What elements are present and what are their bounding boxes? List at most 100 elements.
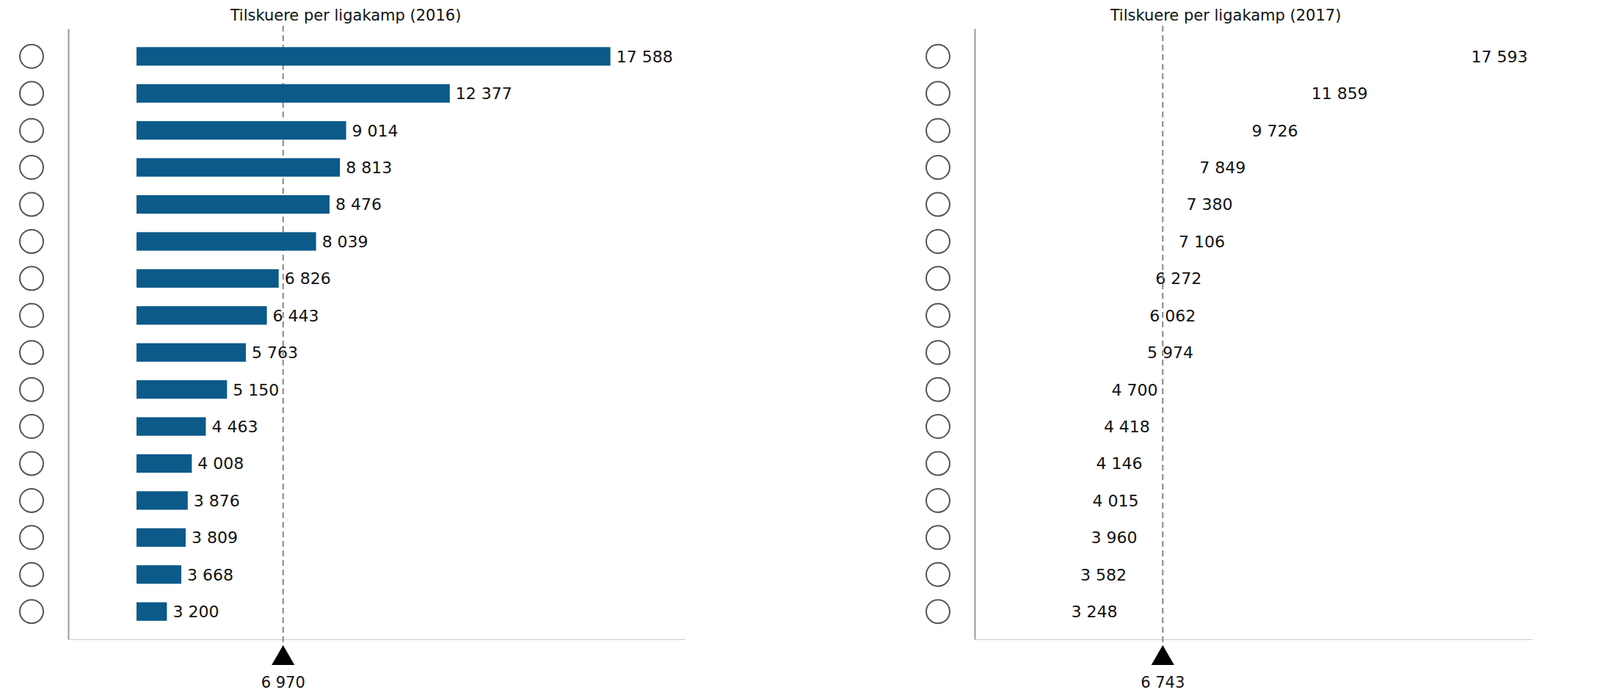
data-label: 3 248 — [1070, 602, 1118, 621]
team-logo — [926, 562, 950, 587]
data-label: 9 014 — [352, 121, 399, 141]
team-logo — [926, 377, 950, 402]
y-axis-line — [974, 29, 977, 640]
data-label: 17 588 — [616, 47, 674, 67]
team-logo — [19, 193, 44, 217]
data-label: 3 876 — [193, 491, 240, 511]
team-logo — [926, 193, 950, 217]
team-logo — [19, 377, 44, 402]
team-logo — [926, 118, 950, 143]
data-label: 3 809 — [191, 528, 238, 547]
x-axis — [975, 639, 1534, 640]
y-axis-line — [68, 29, 70, 640]
team-logo — [926, 229, 950, 254]
bar — [136, 416, 206, 436]
data-label: 8 813 — [345, 158, 392, 177]
data-label: 6 062 — [1149, 306, 1196, 326]
team-logo — [926, 488, 950, 513]
team-logo — [926, 44, 950, 69]
data-label: 7 849 — [1199, 158, 1246, 177]
data-label: 4 463 — [211, 417, 258, 436]
bar — [136, 157, 340, 177]
data-label: 9 726 — [1252, 121, 1299, 141]
data-label: 3 200 — [172, 602, 219, 621]
mean-label: 6 743 — [1140, 673, 1185, 692]
team-logo — [19, 562, 44, 587]
chart-canvas: Tilskuere per ligakamp (2016) 17 588 12 37… — [0, 0, 1600, 698]
team-logos — [926, 44, 950, 624]
data-label: 3 582 — [1080, 565, 1127, 585]
data-label: 8 476 — [335, 195, 382, 214]
team-logo — [19, 266, 44, 290]
team-logo — [19, 44, 44, 69]
bars — [136, 46, 611, 621]
chart-title: Tilskuere per ligakamp (2016) — [229, 6, 462, 25]
bar — [136, 528, 186, 547]
mean-line — [1161, 25, 1164, 649]
data-label: 8 039 — [322, 232, 369, 252]
bar — [136, 231, 317, 251]
data-label: 5 150 — [232, 380, 279, 400]
data-label: 6 443 — [273, 306, 320, 326]
team-logo — [926, 155, 950, 180]
mean-label: 6 970 — [261, 673, 306, 692]
bar — [136, 195, 330, 214]
data-label: 3 668 — [187, 565, 234, 585]
team-logo — [19, 340, 44, 365]
team-logo — [19, 303, 44, 328]
data-label: 7 106 — [1178, 232, 1225, 252]
data-label: 4 015 — [1092, 491, 1140, 511]
bar — [136, 454, 192, 473]
team-logo — [926, 81, 950, 105]
x-axis-line — [975, 639, 1534, 640]
data-label: 3 960 — [1090, 528, 1137, 547]
bar — [136, 343, 246, 362]
mean-marker: 6 743 — [1140, 25, 1185, 692]
team-logo — [19, 81, 44, 105]
team-logos — [19, 44, 44, 624]
team-logo — [19, 118, 44, 143]
bar — [136, 565, 182, 584]
panel: Tilskuere per ligakamp (2017) 17 593 11 85… — [926, 6, 1534, 692]
data-label: 4 700 — [1111, 380, 1159, 400]
team-logo — [19, 599, 44, 624]
data-label: 12 377 — [455, 84, 513, 103]
panel: Tilskuere per ligakamp (2016) 17 588 12 37… — [19, 6, 686, 692]
data-label: 11 859 — [1311, 84, 1369, 103]
bar — [136, 269, 279, 288]
team-logo — [926, 451, 950, 475]
chart-title: Tilskuere per ligakamp (2017) — [1109, 6, 1342, 25]
team-logo — [19, 451, 44, 475]
team-logo — [926, 266, 950, 290]
data-label: 4 146 — [1096, 454, 1143, 473]
mean-triangle — [1151, 645, 1175, 665]
data-label: 17 593 — [1471, 47, 1529, 67]
mean-line — [282, 25, 285, 649]
team-logo — [19, 488, 44, 513]
team-logo — [926, 599, 950, 624]
bar — [136, 306, 268, 325]
data-label: 7 380 — [1186, 195, 1233, 214]
team-logo — [926, 340, 950, 365]
bar — [136, 602, 167, 621]
team-logo — [926, 414, 950, 439]
team-logo — [19, 525, 44, 549]
x-axis-line — [68, 639, 686, 640]
bar — [136, 46, 611, 66]
team-logo — [19, 229, 44, 254]
data-label: 5 974 — [1147, 343, 1194, 362]
x-axis — [68, 639, 686, 640]
bar — [136, 84, 450, 103]
y-axis — [68, 29, 70, 640]
team-logo — [19, 414, 44, 439]
data-label: 5 763 — [251, 343, 298, 362]
mean-triangle — [271, 645, 295, 665]
team-logo — [926, 525, 950, 549]
data-label: 4 418 — [1103, 417, 1151, 436]
team-logo — [926, 303, 950, 328]
bar — [136, 121, 347, 140]
bar — [136, 491, 188, 510]
bar — [136, 380, 227, 399]
data-labels: 17 59311 8599 7267 8497 3807 1066 2726 0… — [1070, 47, 1528, 621]
team-logo — [19, 155, 44, 180]
